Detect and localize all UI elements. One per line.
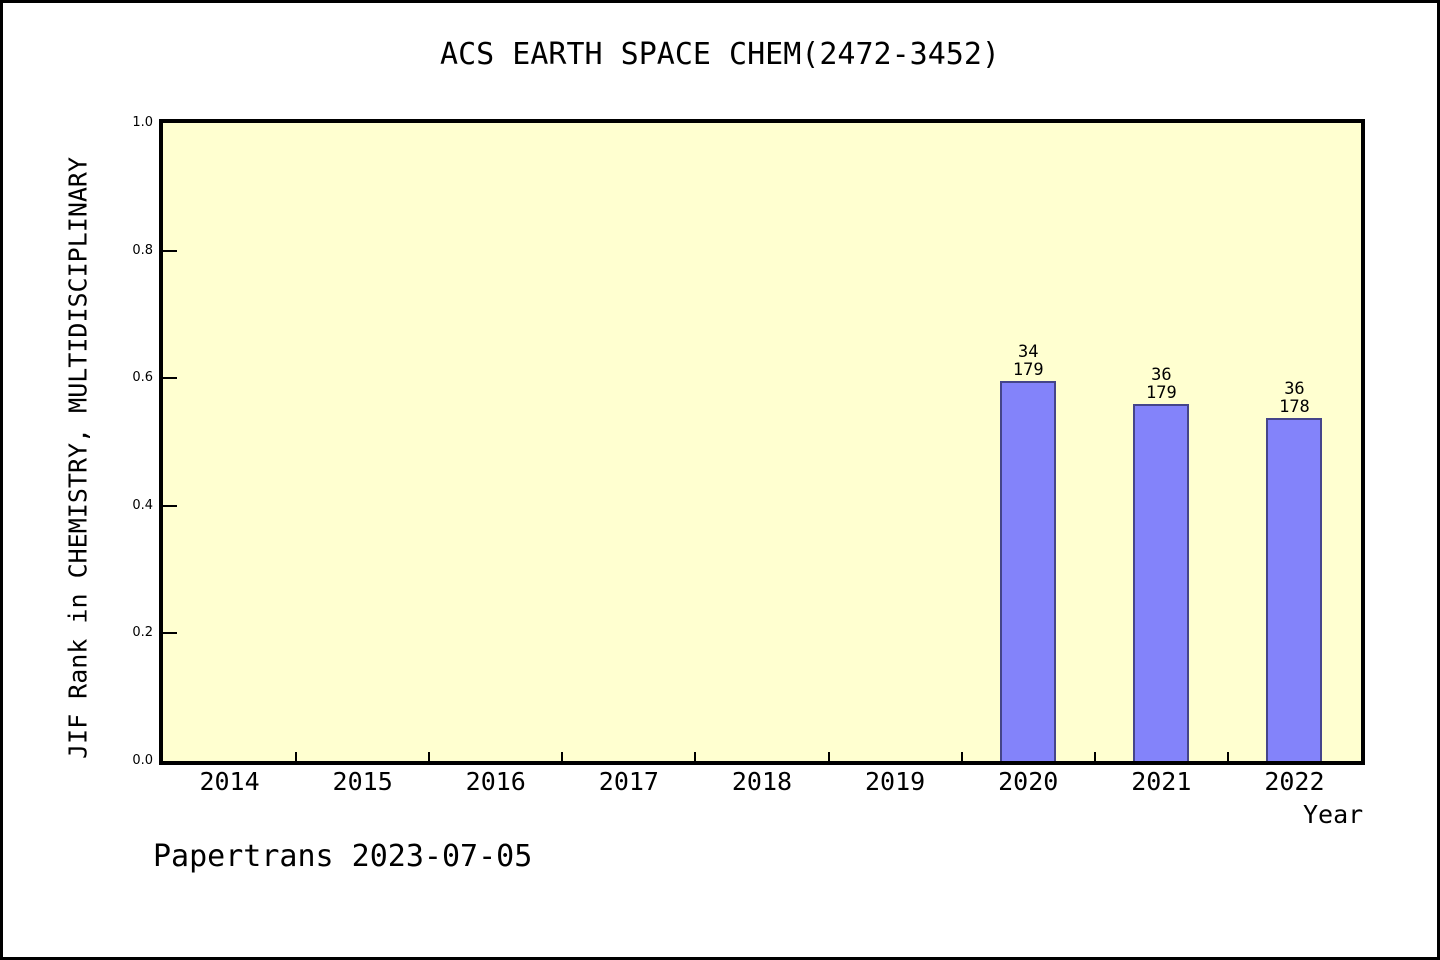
x-tick-label: 2014 <box>199 767 260 796</box>
x-tick-label: 2016 <box>465 767 526 796</box>
x-tick-label: 2020 <box>998 767 1059 796</box>
bar-2021 <box>1133 404 1190 761</box>
x-axis-tick <box>295 752 298 761</box>
bar-value-label: 36 179 <box>1145 365 1177 403</box>
x-tick-label: 2015 <box>332 767 393 796</box>
bar-value-label: 34 179 <box>1012 342 1044 380</box>
chart-title: ACS EARTH SPACE CHEM(2472-3452) <box>440 37 1000 72</box>
bar-2020 <box>1000 381 1057 761</box>
y-axis-label: JIF Rank in CHEMISTRY, MULTIDISCIPLINARY <box>63 156 93 760</box>
bar-value-label: 36 178 <box>1279 379 1310 417</box>
y-tick-label: 0.4 <box>132 497 153 513</box>
y-axis-tick <box>163 504 177 507</box>
x-axis-tick <box>1093 752 1096 761</box>
y-axis-tick <box>163 377 177 380</box>
x-axis-tick <box>827 752 830 761</box>
x-tick-label: 2019 <box>864 767 926 796</box>
x-axis-tick <box>1226 752 1229 761</box>
x-axis-tick <box>428 752 431 761</box>
x-tick-label: 2018 <box>731 767 793 796</box>
x-tick-label: 2022 <box>1264 767 1325 796</box>
x-tick-label: 2021 <box>1131 767 1192 796</box>
bar-2022 <box>1266 418 1323 761</box>
y-axis-tick <box>163 632 177 635</box>
y-tick-label: 0.2 <box>132 625 153 641</box>
y-tick-label: 0.8 <box>132 242 153 258</box>
y-axis-tick <box>163 249 177 252</box>
x-axis-tick <box>960 752 963 761</box>
plot-area: 34 179 36 179 36 178 <box>159 119 1365 765</box>
x-tick-label: 2017 <box>598 767 659 796</box>
x-axis-tick <box>694 752 697 761</box>
y-tick-label: 0.6 <box>132 370 153 386</box>
footer-watermark: Papertrans 2023-07-05 <box>153 839 533 874</box>
y-tick-label: 1.0 <box>132 115 153 130</box>
x-axis-tick <box>561 752 564 761</box>
y-tick-label: 0.0 <box>132 753 153 768</box>
x-axis-label: Year <box>1303 800 1364 829</box>
